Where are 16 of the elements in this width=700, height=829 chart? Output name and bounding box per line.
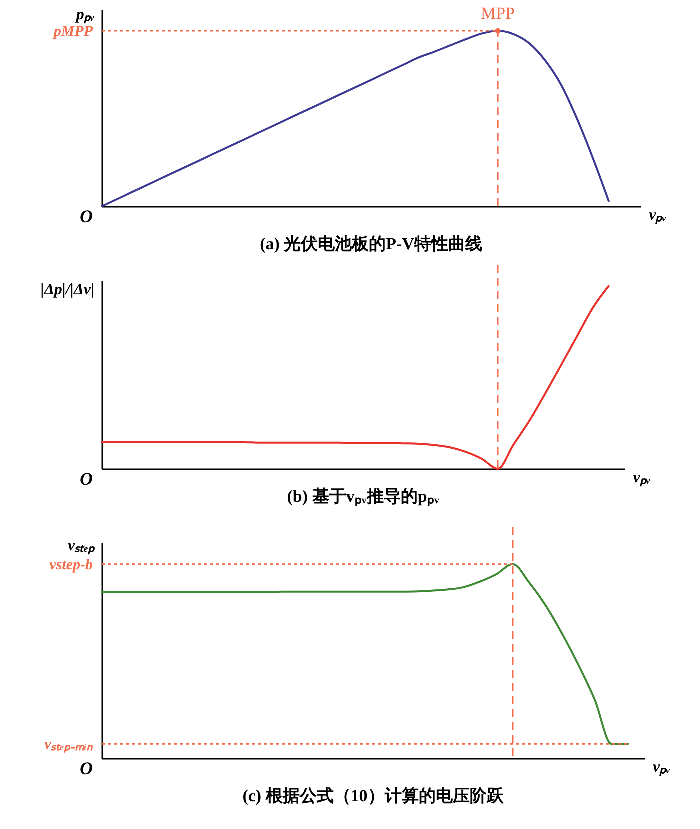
text: (c) 根据公式（10）计算的电压阶跃 xyxy=(242,786,505,806)
x-axis-title: vₚᵥ xyxy=(649,207,666,225)
text: (b) 基于vₚᵥ推导的pₚᵥ xyxy=(287,487,440,507)
x-axis-title: vₚᵥ xyxy=(653,759,670,777)
y-axis-title: |Δp|/|Δv| xyxy=(40,282,94,298)
y-axis-title: pₚᵥ xyxy=(74,6,94,24)
ref-line-label: pMPP xyxy=(52,24,94,40)
text: O xyxy=(80,206,93,226)
ref-line-label: vₛₜₑₚ₋ₘᵢₙ xyxy=(44,737,94,754)
y-axis-title: vₛₜₑₚ xyxy=(68,538,96,556)
ref-line-label: vstep-b xyxy=(50,557,94,574)
annotation: MPP xyxy=(481,4,516,24)
text: O xyxy=(80,758,93,778)
text: (a) 光伏电池板的P-V特性曲线 xyxy=(260,234,483,254)
x-axis-title: vₚᵥ xyxy=(633,470,650,488)
text: O xyxy=(80,469,93,489)
